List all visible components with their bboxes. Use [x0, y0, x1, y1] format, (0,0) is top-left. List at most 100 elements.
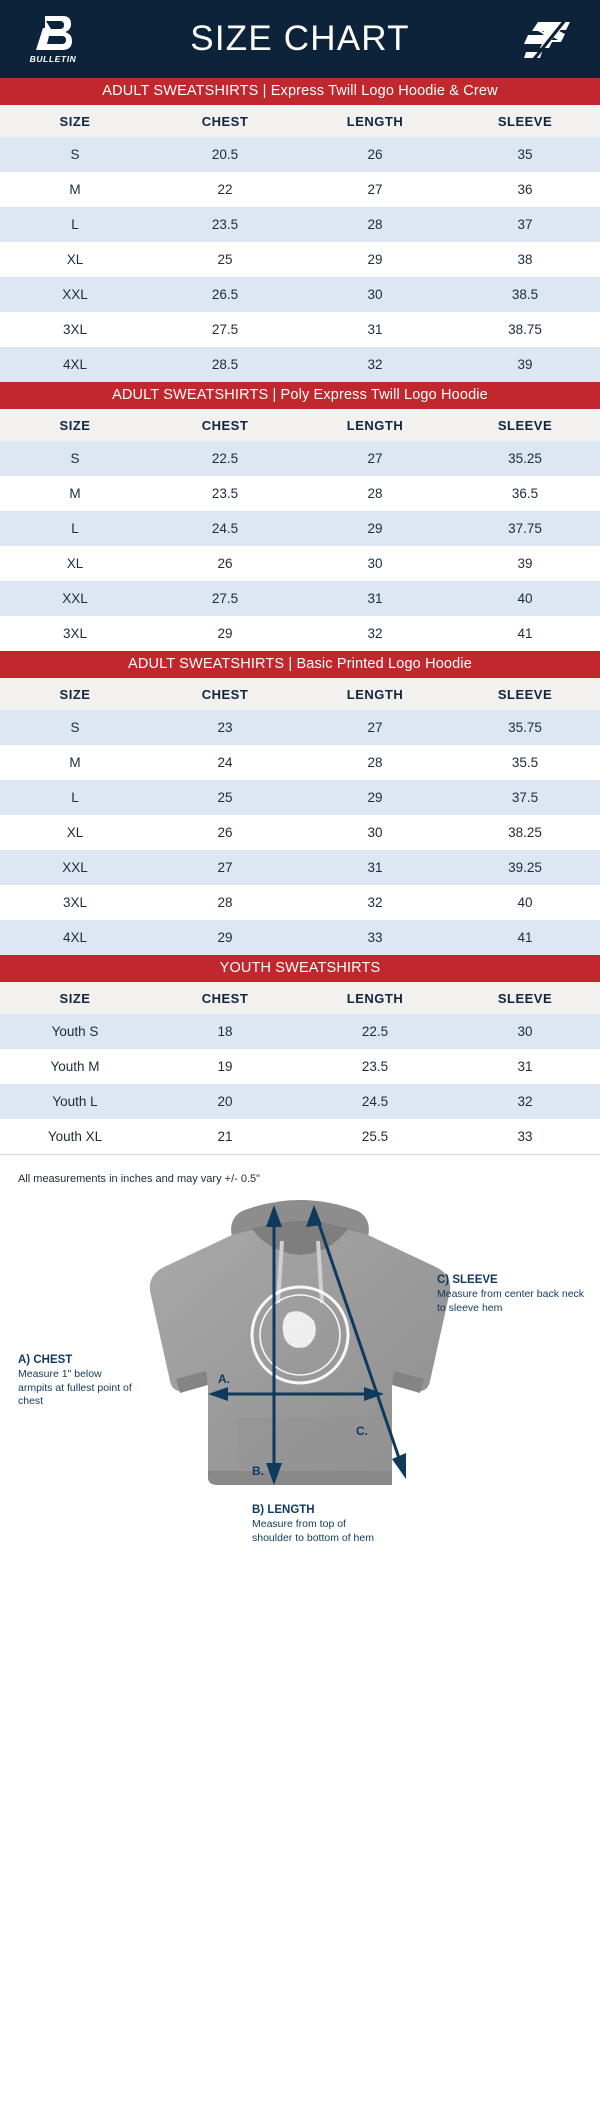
cell-length: 30 [300, 546, 450, 581]
column-header-chest: CHEST [150, 105, 300, 137]
column-header-sleeve: SLEEVE [450, 982, 600, 1014]
cell-sleeve: 39.25 [450, 850, 600, 885]
cell-sleeve: 38.5 [450, 277, 600, 312]
cell-size: XL [0, 546, 150, 581]
size-table: SIZE CHEST LENGTH SLEEVE S 20.5 26 35 M 22 27 36 L 23… [0, 105, 600, 382]
table-row: 4XL 29 33 41 [0, 920, 600, 955]
column-header-length: LENGTH [300, 409, 450, 441]
cell-length: 33 [300, 920, 450, 955]
cell-sleeve: 37.75 [450, 511, 600, 546]
table-header-row: SIZE CHEST LENGTH SLEEVE [0, 105, 600, 137]
column-header-size: SIZE [0, 409, 150, 441]
cell-size: S [0, 710, 150, 745]
cell-size: 3XL [0, 885, 150, 920]
cell-size: XL [0, 242, 150, 277]
cell-length: 32 [300, 347, 450, 382]
cell-size: S [0, 441, 150, 476]
cell-size: Youth XL [0, 1119, 150, 1154]
column-header-chest: CHEST [150, 678, 300, 710]
table-row: 3XL 28 32 40 [0, 885, 600, 920]
table-row: M 24 28 35.5 [0, 745, 600, 780]
cell-sleeve: 40 [450, 581, 600, 616]
size-table: SIZE CHEST LENGTH SLEEVE S 22.5 27 35.25 M 23.5 28… [0, 409, 600, 651]
cell-chest: 22 [150, 172, 300, 207]
cell-length: 27 [300, 441, 450, 476]
table-row: M 22 27 36 [0, 172, 600, 207]
cell-sleeve: 39 [450, 347, 600, 382]
callout-sleeve-title: C) SLEEVE [437, 1274, 498, 1286]
cell-size: S [0, 137, 150, 172]
cell-chest: 28 [150, 885, 300, 920]
brand-wordmark: BULLETIN [29, 54, 77, 64]
cell-length: 29 [300, 511, 450, 546]
cell-chest: 20 [150, 1084, 300, 1119]
table-row: Youth XL 21 25.5 33 [0, 1119, 600, 1154]
cell-size: M [0, 745, 150, 780]
cell-chest: 21 [150, 1119, 300, 1154]
size-table: SIZE CHEST LENGTH SLEEVE Youth S 18 22.5 30 Yout… [0, 982, 600, 1154]
cell-size: M [0, 476, 150, 511]
cell-sleeve: 36 [450, 172, 600, 207]
cell-chest: 22.5 [150, 441, 300, 476]
cell-chest: 27.5 [150, 581, 300, 616]
cell-size: M [0, 172, 150, 207]
cell-length: 31 [300, 850, 450, 885]
cell-chest: 25 [150, 780, 300, 815]
cell-chest: 27 [150, 850, 300, 885]
table-row: XL 25 29 38 [0, 242, 600, 277]
callout-chest-title: A) CHEST [18, 1354, 73, 1366]
cell-chest: 29 [150, 920, 300, 955]
cell-length: 22.5 [300, 1014, 450, 1049]
table-row: M 23.5 28 36.5 [0, 476, 600, 511]
section-banner: ADULT SWEATSHIRTS | Poly Express Twill L… [0, 382, 600, 409]
cell-sleeve: 38.75 [450, 312, 600, 347]
cell-chest: 19 [150, 1049, 300, 1084]
cell-length: 30 [300, 815, 450, 850]
column-header-size: SIZE [0, 678, 150, 710]
footnote-area: All measurements in inches and may vary … [0, 1154, 600, 1185]
size-tables-container: ADULT SWEATSHIRTS | Express Twill Logo H… [0, 78, 600, 1154]
callout-length-body: Measure from top of shoulder to bottom o… [252, 1518, 374, 1544]
cell-chest: 23 [150, 710, 300, 745]
table-row: L 25 29 37.5 [0, 780, 600, 815]
column-header-sleeve: SLEEVE [450, 409, 600, 441]
svg-text:C.: C. [356, 1424, 368, 1438]
cell-length: 30 [300, 277, 450, 312]
section-banner: YOUTH SWEATSHIRTS [0, 955, 600, 982]
bulletin-b-logo-icon [36, 16, 72, 50]
table-row: Youth L 20 24.5 32 [0, 1084, 600, 1119]
table-header-row: SIZE CHEST LENGTH SLEEVE [0, 678, 600, 710]
column-header-chest: CHEST [150, 982, 300, 1014]
cell-length: 31 [300, 312, 450, 347]
cell-size: L [0, 207, 150, 242]
cell-sleeve: 31 [450, 1049, 600, 1084]
s3-logo-icon [524, 19, 570, 59]
size-table: SIZE CHEST LENGTH SLEEVE S 23 27 35.75 M 24 28 35.5… [0, 678, 600, 955]
table-header-row: SIZE CHEST LENGTH SLEEVE [0, 409, 600, 441]
cell-size: XXL [0, 581, 150, 616]
cell-chest: 24 [150, 745, 300, 780]
table-row: S 23 27 35.75 [0, 710, 600, 745]
cell-size: 4XL [0, 920, 150, 955]
cell-size: L [0, 780, 150, 815]
cell-size: 4XL [0, 347, 150, 382]
cell-sleeve: 35 [450, 137, 600, 172]
table-row: XXL 26.5 30 38.5 [0, 277, 600, 312]
column-header-size: SIZE [0, 982, 150, 1014]
cell-length: 29 [300, 780, 450, 815]
cell-length: 25.5 [300, 1119, 450, 1154]
cell-length: 28 [300, 745, 450, 780]
cell-sleeve: 35.75 [450, 710, 600, 745]
table-row: 3XL 29 32 41 [0, 616, 600, 651]
column-header-size: SIZE [0, 105, 150, 137]
cell-size: Youth S [0, 1014, 150, 1049]
cell-size: XL [0, 815, 150, 850]
table-row: S 20.5 26 35 [0, 137, 600, 172]
cell-length: 26 [300, 137, 450, 172]
cell-sleeve: 40 [450, 885, 600, 920]
table-row: S 22.5 27 35.25 [0, 441, 600, 476]
column-header-sleeve: SLEEVE [450, 105, 600, 137]
table-row: L 23.5 28 37 [0, 207, 600, 242]
page-title: SIZE CHART [190, 19, 410, 58]
